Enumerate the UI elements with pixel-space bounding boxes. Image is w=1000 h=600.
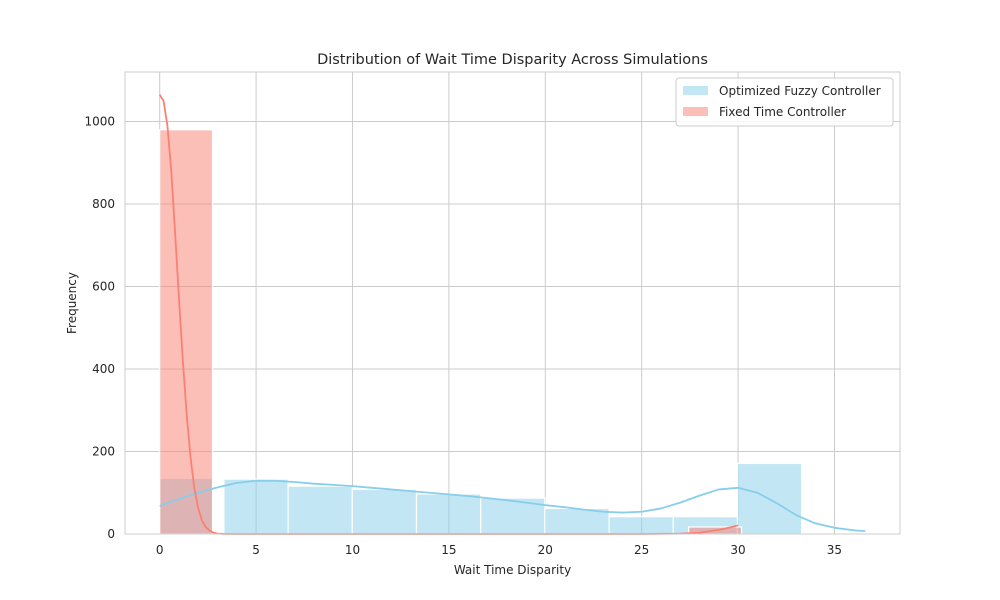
x-tick-label: 20	[538, 543, 553, 557]
x-tick-label: 25	[634, 543, 649, 557]
x-tick-label: 5	[252, 543, 260, 557]
histogram-bars	[159, 129, 803, 535]
bar-optimized-fuzzy	[415, 493, 482, 535]
y-axis-title: Frequency	[65, 272, 79, 334]
x-tick-label: 10	[345, 543, 360, 557]
y-tick-label: 400	[92, 362, 115, 376]
bar-optimized-fuzzy	[608, 516, 674, 535]
x-tick-label: 35	[827, 543, 842, 557]
x-tick-label: 15	[441, 543, 456, 557]
chart-title: Distribution of Wait Time Disparity Acro…	[317, 52, 708, 68]
y-tick-label: 1000	[84, 115, 115, 129]
bar-optimized-fuzzy	[351, 488, 418, 535]
x-tick-label: 0	[156, 543, 164, 557]
bar-optimized-fuzzy	[544, 507, 610, 535]
plot-frame	[124, 71, 901, 535]
y-tick-label: 600	[92, 280, 115, 294]
bar-optimized-fuzzy	[223, 478, 289, 535]
y-tick-label: 200	[92, 445, 115, 459]
x-axis-title: Wait Time Disparity	[454, 563, 571, 577]
tick-labels: 0 5 10 15 20 25 30 35 0 200 400 600 800 1000	[84, 115, 842, 558]
legend-label-fixed-time: Fixed Time Controller	[719, 105, 846, 119]
legend-swatch-optimized-fuzzy	[683, 86, 708, 95]
kde-line-optimized-fuzzy	[159, 479, 866, 533]
y-tick-label: 800	[92, 197, 115, 211]
legend-box	[675, 77, 894, 127]
legend: Optimized Fuzzy Controller Fixed Time Co…	[675, 77, 894, 127]
bar-fixed-time	[159, 129, 214, 535]
legend-label-optimized-fuzzy: Optimized Fuzzy Controller	[719, 84, 881, 98]
legend-swatch-fixed-time	[683, 107, 708, 116]
y-tick-label: 0	[107, 527, 115, 541]
bar-optimized-fuzzy	[287, 485, 353, 535]
x-tick-label: 30	[730, 543, 745, 557]
